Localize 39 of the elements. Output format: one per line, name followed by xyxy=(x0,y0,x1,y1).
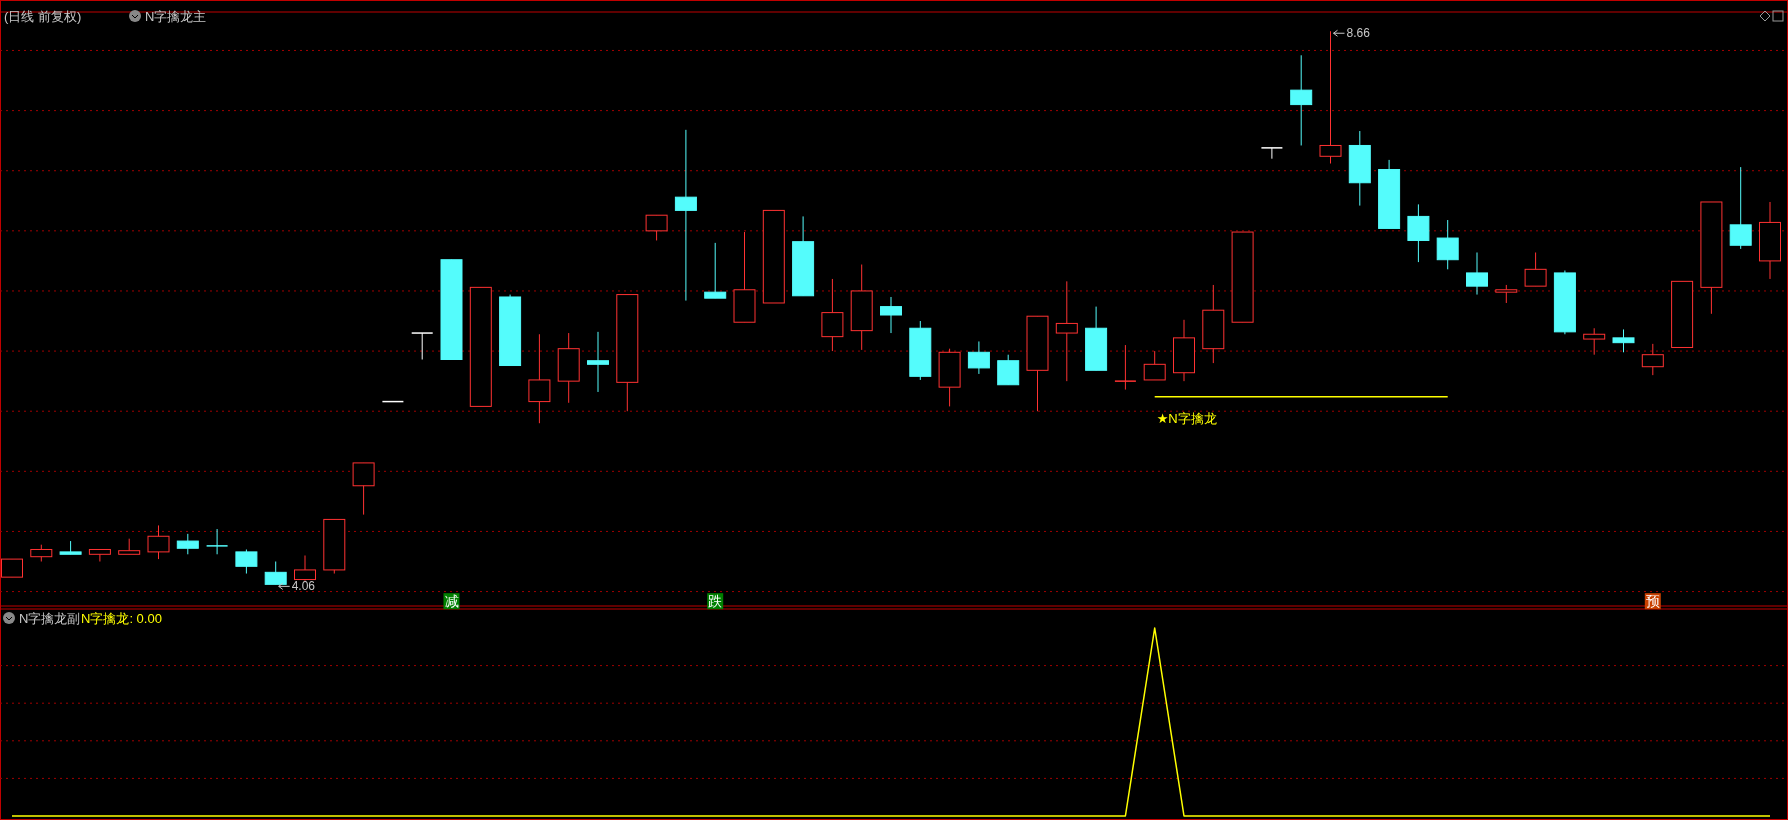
annotation: ★N字擒龙 xyxy=(1156,410,1217,426)
data-label: 跌 xyxy=(708,593,723,610)
annotation: 8.66 xyxy=(1346,26,1371,41)
chart-title: N字擒龙副 xyxy=(19,611,81,626)
candlestick xyxy=(1729,166,1752,250)
candlestick xyxy=(674,129,697,302)
candlestick xyxy=(967,340,990,375)
candlestick xyxy=(1143,350,1166,381)
candlestick xyxy=(88,548,111,563)
candlestick xyxy=(704,242,727,299)
candlestick xyxy=(1466,251,1488,296)
data-label: 减 xyxy=(444,593,459,610)
candlestick xyxy=(235,548,258,575)
candlestick xyxy=(1612,328,1635,353)
candlestick xyxy=(1436,219,1459,270)
candlestick xyxy=(205,528,229,555)
candlestick xyxy=(1290,54,1313,146)
candlestick xyxy=(264,561,287,585)
candlestick xyxy=(352,462,375,516)
candlestick xyxy=(528,333,551,424)
candlestick xyxy=(147,524,170,560)
data-label: 预 xyxy=(1645,593,1660,610)
candlestick xyxy=(1641,343,1664,376)
candlestick xyxy=(1495,284,1518,304)
candlestick xyxy=(1114,344,1137,391)
candlestick xyxy=(880,296,902,334)
candlestick xyxy=(1055,280,1078,382)
candlestick xyxy=(1524,251,1547,287)
candlestick xyxy=(1583,327,1606,356)
candlestick xyxy=(176,533,199,555)
chart-title: (日线 前复权) xyxy=(4,9,82,24)
annotation: 4.06 xyxy=(291,579,316,594)
candlestick xyxy=(587,331,609,393)
candlestick xyxy=(294,555,316,582)
candlestick xyxy=(1260,147,1284,160)
candlestick xyxy=(410,332,434,360)
text: N字擒龙: 0.00 xyxy=(81,611,162,626)
chart-subtitle: N字擒龙主 xyxy=(145,9,207,24)
candlestick xyxy=(645,214,668,241)
